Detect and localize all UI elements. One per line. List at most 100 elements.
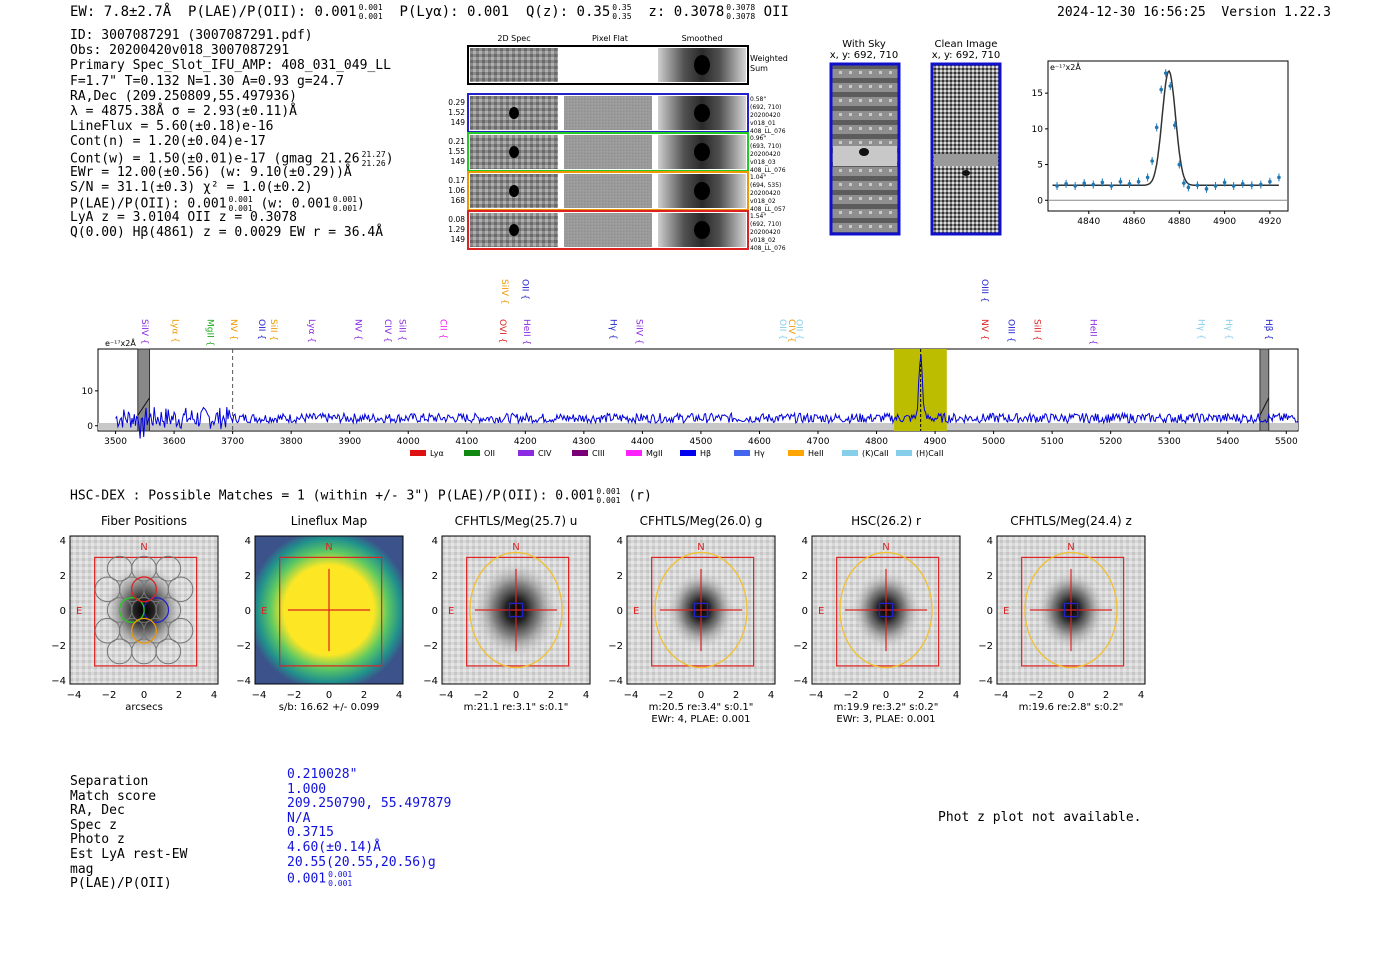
info-lambda: λ = 4875.38Å σ = 2.93(±0.11)Å [70,103,297,119]
emission-line-label: HeII { [521,319,531,345]
fiber-right-label: 20200420 [750,112,781,119]
detection-box [693,602,709,618]
legend-swatch [410,450,426,456]
qz-summary: Q(z): 0.35 [525,4,611,20]
full-spectrum-chart: 3500 3600 3700 3800 3900 4000 4100 4200 4300 4400… [82,279,1299,458]
zoom-xtick-label: 4880 [1168,217,1191,227]
aperture-ellipse [654,551,748,669]
info-lya: LyA z = 3.0104 OII z = 0.3078 [70,210,297,226]
hsc-ytick-label: 4 [245,536,251,547]
match-label: Photo z [70,832,125,848]
hsc-ytick-label: −2 [793,641,808,652]
zoom-data-point [1268,179,1272,184]
full-xtick-label: 5300 [1158,437,1181,447]
emission-line-label: HeII { [1087,319,1097,345]
legend-swatch [842,450,858,456]
match-label: Est LyA rest-EW [70,846,188,862]
hsc-ytick-label: −4 [978,676,993,687]
excluded-hatch [137,397,150,416]
weighted-label: Weighted [750,54,788,63]
fiber-left-label: 1.29 [448,225,465,234]
emission-line-label: Lyα { [169,319,179,343]
hsc-panel-title: Lineflux Map [291,514,367,528]
emission-line-label: OII { [256,319,266,340]
with-sky-xy: x, y: 692, 710 [830,50,899,61]
info-id: ID: 3007087291 (3007087291.pdf) [70,28,313,43]
hsc-xtick-label: 0 [1068,690,1074,701]
emission-line-label: NV { [979,319,989,340]
aperture-ellipse [839,551,933,669]
hsc-ytick-label: −2 [423,641,438,652]
fiber-circle [155,555,182,582]
plae-sup: 0.001 [358,3,383,12]
hsc-ytick-label: 0 [60,606,66,617]
legend-label: OII [484,449,495,458]
hsc-frame [996,535,1146,685]
plae-text: P(LAE)/P(OII): 0.001 [70,196,227,212]
fiber-left-label: 0.29 [448,98,465,107]
zoom-xtick-label: 4920 [1258,217,1281,227]
z-sub: 0.3078 [726,12,756,21]
fiber-smoothed-peak [694,143,710,161]
fiber-right-label: (693, 710) [750,143,781,150]
selected-fiber-circle [118,597,145,623]
legend-label: MgII [646,449,663,458]
hsc-ytick-label: −2 [236,641,251,652]
emission-line-label: Hγ { [1223,319,1233,340]
match-value: 4.60(±0.14)Å [287,839,381,855]
full-unit-label: e⁻¹⁷x2Å [105,337,136,348]
info-contw: Cont(w) = 1.50(±0.01)e-17 (gmag 21.26 21.… [70,150,394,168]
clean-band [934,154,998,166]
east-label: E [633,606,639,617]
hsc-xtick-label: 4 [583,690,589,701]
legend-label: Lyα [430,449,444,458]
emission-line-label: OIII { [979,279,989,303]
plae-sub2: 0.001 [228,204,253,214]
aperture-ellipse [1024,551,1118,669]
emission-line-label: NV { [353,319,363,340]
full-xtick-label: 3500 [104,437,127,447]
hsc-ytick-label: −2 [608,641,623,652]
hsc-panel-title: Fiber Positions [101,514,187,528]
qz-sub: 0.35 [612,12,632,21]
zoom-data-point [1145,175,1150,180]
match-values: 0.210028" 1.000 209.250790, 55.497879 N/A 0.… [287,767,452,888]
fiber-right-label: 408_LL_076 [750,245,786,252]
emission-line-label: NV { [228,319,238,340]
hsc-xtick-label: 0 [326,690,332,701]
east-label: E [818,606,824,617]
hsc-xtick-label: −2 [659,690,674,701]
hsc-xtick-label: −4 [67,690,82,701]
hsc-xtick-label: 2 [733,690,739,701]
fiber-right-label: 408_LL_076 [750,167,786,174]
photz-message: Phot z plot not available. [938,810,1142,825]
hsc-ytick-label: −4 [51,676,66,687]
match-label: mag [70,861,94,877]
hsc-ytick-label: −4 [236,676,251,687]
zoom-data-point [1231,184,1236,188]
clean-image [930,62,1002,236]
excluded-band [137,348,151,432]
zoom-data-point [1127,182,1132,186]
with-sky-source [859,148,869,156]
clean-xy: x, y: 692, 710 [932,50,1001,61]
info-obs: Obs: 20200420v018_3007087291 [70,43,290,59]
plae-w-sup: 0.001 [332,195,358,205]
hsc-caption: m:20.5 re:3.4" s:0.1" [649,702,754,713]
fiber-cutouts: 2D Spec Pixel Flat Smoothed Weighted Sum… [448,34,788,252]
plae-w-end: ) [357,196,365,212]
plya-summary: P(Lyα): 0.001 [399,4,510,20]
fiber-right-label: 1.54" [750,213,766,220]
match-label: Separation [70,774,149,789]
fiber-left-label: 149 [451,235,466,244]
fiber-left-label: 1.52 [448,108,465,117]
match-value: 209.250790, 55.497879 [287,796,452,812]
hsc-ytick-label: −4 [423,676,438,687]
legend-label: HeII [808,449,824,458]
full-xtick-label: 4700 [807,437,830,447]
zoom-data-point [1186,185,1191,190]
east-label: E [1003,606,1009,617]
search-box [94,556,198,667]
z-summary: z: 0.3078 [648,4,725,20]
spectrum-line [115,354,1299,439]
